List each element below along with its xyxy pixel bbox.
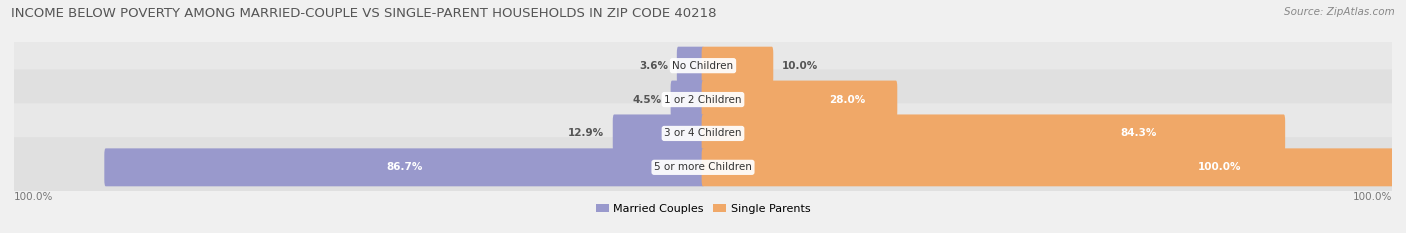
Text: 3 or 4 Children: 3 or 4 Children bbox=[664, 128, 742, 138]
FancyBboxPatch shape bbox=[702, 47, 773, 85]
Text: 5 or more Children: 5 or more Children bbox=[654, 162, 752, 172]
Text: INCOME BELOW POVERTY AMONG MARRIED-COUPLE VS SINGLE-PARENT HOUSEHOLDS IN ZIP COD: INCOME BELOW POVERTY AMONG MARRIED-COUPL… bbox=[11, 7, 717, 20]
Text: 1 or 2 Children: 1 or 2 Children bbox=[664, 95, 742, 105]
Text: 100.0%: 100.0% bbox=[1353, 192, 1392, 202]
FancyBboxPatch shape bbox=[13, 69, 1393, 130]
Text: 12.9%: 12.9% bbox=[568, 128, 603, 138]
FancyBboxPatch shape bbox=[13, 35, 1393, 96]
FancyBboxPatch shape bbox=[676, 47, 704, 85]
Text: 100.0%: 100.0% bbox=[1198, 162, 1241, 172]
FancyBboxPatch shape bbox=[104, 148, 704, 186]
FancyBboxPatch shape bbox=[702, 114, 1285, 152]
FancyBboxPatch shape bbox=[613, 114, 704, 152]
Text: 4.5%: 4.5% bbox=[633, 95, 662, 105]
Text: 100.0%: 100.0% bbox=[14, 192, 53, 202]
FancyBboxPatch shape bbox=[13, 137, 1393, 198]
Legend: Married Couples, Single Parents: Married Couples, Single Parents bbox=[592, 199, 814, 218]
FancyBboxPatch shape bbox=[702, 81, 897, 119]
FancyBboxPatch shape bbox=[13, 103, 1393, 164]
Text: No Children: No Children bbox=[672, 61, 734, 71]
Text: Source: ZipAtlas.com: Source: ZipAtlas.com bbox=[1284, 7, 1395, 17]
Text: 84.3%: 84.3% bbox=[1121, 128, 1157, 138]
Text: 28.0%: 28.0% bbox=[830, 95, 866, 105]
Text: 86.7%: 86.7% bbox=[387, 162, 423, 172]
Text: 3.6%: 3.6% bbox=[638, 61, 668, 71]
Text: 10.0%: 10.0% bbox=[782, 61, 818, 71]
FancyBboxPatch shape bbox=[702, 148, 1393, 186]
FancyBboxPatch shape bbox=[671, 81, 704, 119]
